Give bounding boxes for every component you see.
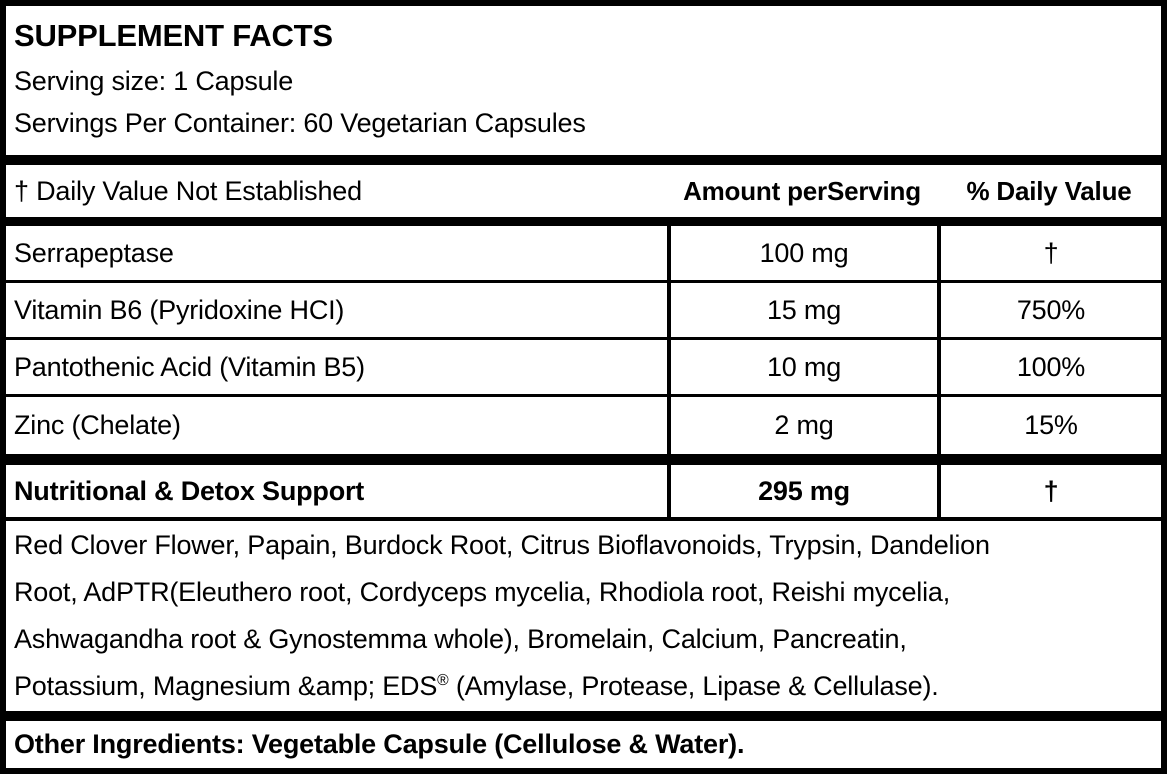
blend-amount: 295 mg — [667, 465, 937, 517]
table-row-pantothenic-acid: Pantothenic Acid (Vitamin B5) 10 mg 100% — [6, 340, 1161, 397]
blend-name: Nutritional & Detox Support — [14, 475, 365, 506]
nutrient-name: Pantothenic Acid (Vitamin B5) — [14, 351, 365, 382]
blend-daily-value: † — [937, 465, 1161, 517]
table-header-row: † Daily Value Not Established Amount per… — [6, 165, 1161, 217]
blend-ingredients-paragraph: Red Clover Flower, Papain, Burdock Root,… — [6, 521, 1161, 711]
thick-divider-bottom — [6, 711, 1161, 721]
daily-value-footnote: † Daily Value Not Established — [14, 175, 362, 206]
serving-size: Serving size: 1 Capsule — [14, 66, 294, 96]
blend-ingredients-line-post: (Amylase, Protease, Lipase & Cellulase). — [448, 671, 939, 701]
nutrient-name: Vitamin B6 (Pyridoxine HCI) — [14, 294, 345, 325]
blend-ingredients-line: Red Clover Flower, Papain, Burdock Root,… — [14, 530, 990, 560]
nutrient-daily-value: 750% — [937, 283, 1161, 337]
table-row-vitamin-b6: Vitamin B6 (Pyridoxine HCI) 15 mg 750% — [6, 283, 1161, 340]
page-title: SUPPLEMENT FACTS — [14, 18, 333, 53]
blend-ingredients-line: Root, AdPTR(Eleuthero root, Cordyceps my… — [14, 577, 951, 607]
nutrient-table: Serrapeptase 100 mg † Vitamin B6 (Pyrido… — [6, 226, 1161, 454]
thick-divider-blend — [6, 454, 1161, 465]
table-row-zinc: Zinc (Chelate) 2 mg 15% — [6, 397, 1161, 454]
nutrient-daily-value: 15% — [937, 397, 1161, 454]
nutrient-amount: 10 mg — [667, 340, 937, 394]
nutrient-daily-value: † — [937, 226, 1161, 280]
nutrient-name: Serrapeptase — [14, 237, 174, 268]
servings-per-container: Servings Per Container: 60 Vegetarian Ca… — [14, 108, 586, 138]
nutrient-daily-value: 100% — [937, 340, 1161, 394]
thick-divider-top — [6, 155, 1161, 165]
column-header-amount: Amount perServing — [683, 175, 921, 206]
label-header: SUPPLEMENT FACTS Serving size: 1 Capsule… — [6, 6, 1161, 155]
table-row-serrapeptase: Serrapeptase 100 mg † — [6, 226, 1161, 283]
nutrient-amount: 100 mg — [667, 226, 937, 280]
thick-divider-header — [6, 217, 1161, 226]
blend-row: Nutritional & Detox Support 295 mg † — [6, 465, 1161, 521]
registered-trademark-symbol: ® — [437, 672, 449, 689]
nutrient-amount: 2 mg — [667, 397, 937, 454]
blend-ingredients-line: Potassium, Magnesium &amp; EDS® (Amylase… — [14, 663, 1153, 710]
nutrient-name: Zinc (Chelate) — [14, 410, 181, 440]
nutrient-amount: 15 mg — [667, 283, 937, 337]
blend-ingredients-line: Ashwagandha root & Gynostemma whole), Br… — [14, 624, 907, 654]
column-header-daily-value: % Daily Value — [966, 175, 1132, 206]
other-ingredients: Other Ingredients: Vegetable Capsule (Ce… — [14, 729, 745, 759]
blend-ingredients-line-pre: Potassium, Magnesium &amp; EDS — [14, 671, 438, 701]
